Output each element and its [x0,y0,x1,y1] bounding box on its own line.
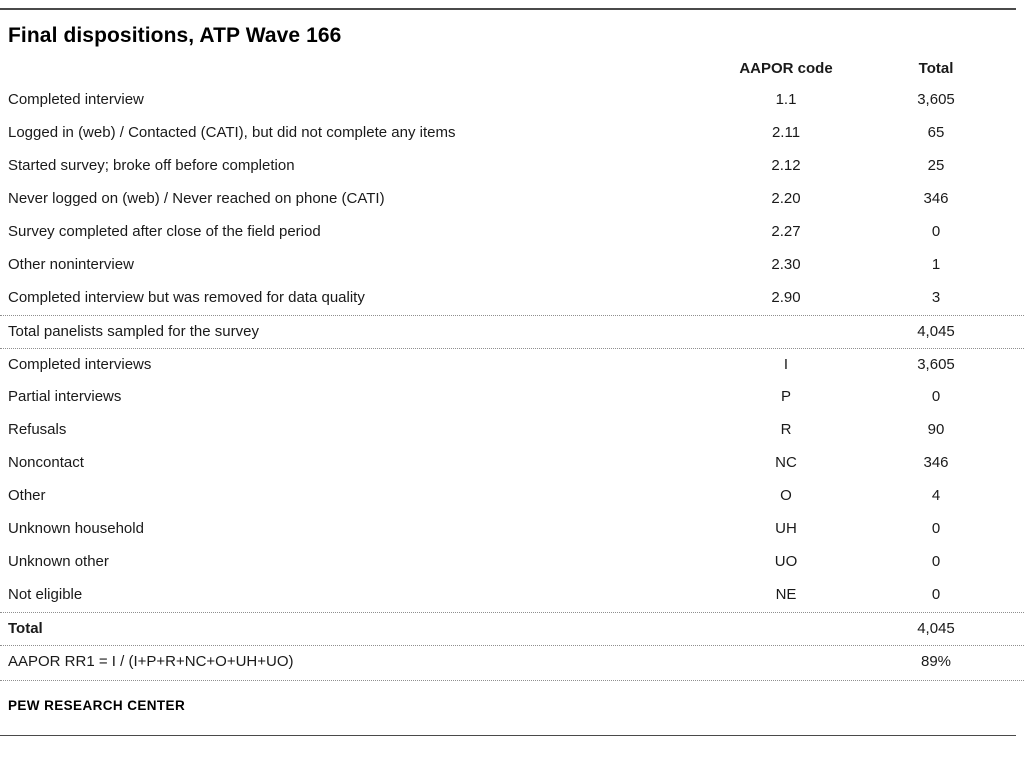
row-label: Other [8,487,46,505]
row-total-value: 65 [927,124,945,142]
row-total-value: 89% [920,652,952,670]
row-total-value: 1 [931,256,941,274]
row-label: Never logged on (web) / Never reached on… [8,190,385,208]
row-code: P [780,388,791,406]
table-header-row: AAPOR code Total [0,54,1024,84]
row-label: Completed interviews [8,355,152,373]
table-row: Other noninterview 2.30 1 [0,249,1024,282]
row-total-value: 4,045 [917,619,955,637]
row-label: Not eligible [8,586,83,604]
row-label: Refusals [8,421,67,439]
table-row: Unknown other UO 0 [0,546,1024,579]
row-code: O [780,487,792,505]
row-code: 2.30 [771,256,801,274]
row-code: 2.90 [771,289,801,307]
table-row: Started survey; broke off before complet… [0,150,1024,183]
row-total-value: 3,605 [917,355,955,373]
row-code: I [783,355,789,373]
row-code: NE [775,586,797,604]
page-title: Final dispositions, ATP Wave 166 [8,24,342,47]
row-code: NC [775,454,797,472]
row-total-value: 0 [931,388,941,406]
row-label: Total [8,619,43,637]
table-row: Refusals R 90 [0,414,1024,447]
table-row: Completed interview but was removed for … [0,282,1024,315]
table-row-grand-total: Total 4,045 [0,612,1024,645]
table-row: Unknown household UH 0 [0,513,1024,546]
row-total-value: 4 [931,487,941,505]
row-code: 1.1 [775,91,797,109]
row-code: 2.12 [771,157,801,175]
row-label: Unknown other [8,553,109,571]
table-row: Partial interviews P 0 [0,381,1024,414]
row-total-value: 3 [931,289,941,307]
row-code: UH [775,520,797,538]
row-label: Survey completed after close of the fiel… [8,223,321,241]
header-total: Total [918,59,954,77]
row-label: Logged in (web) / Contacted (CATI), but … [8,124,456,142]
row-label: AAPOR RR1 = I / (I+P+R+NC+O+UH+UO) [8,652,294,670]
row-code: 2.27 [771,223,801,241]
table-row: Survey completed after close of the fiel… [0,216,1024,249]
row-label: Started survey; broke off before complet… [8,157,295,175]
row-label: Partial interviews [8,388,122,406]
row-code: 2.20 [771,190,801,208]
row-label: Completed interview but was removed for … [8,289,365,307]
table-row-total-sampled: Total panelists sampled for the survey 4… [0,315,1024,348]
table-row: Completed interviews I 3,605 [0,348,1024,381]
row-total-value: 0 [931,553,941,571]
row-label: Total panelists sampled for the survey [8,322,259,340]
table-row: Not eligible NE 0 [0,579,1024,612]
row-label: Noncontact [8,454,84,472]
row-code: UO [774,553,798,571]
table-row: Logged in (web) / Contacted (CATI), but … [0,117,1024,150]
table-row-response-rate: AAPOR RR1 = I / (I+P+R+NC+O+UH+UO) 89% [0,645,1024,678]
row-total-value: 0 [931,586,941,604]
row-total-value: 3,605 [917,91,955,109]
report-table-page: Final dispositions, ATP Wave 166 AAPOR c… [0,8,1024,763]
header-aapor-code: AAPOR code [739,59,833,77]
source-attribution: PEW RESEARCH CENTER [8,698,186,713]
row-total-value: 90 [927,421,945,439]
row-total-value: 25 [927,157,945,175]
row-total-value: 346 [923,454,949,472]
row-code: R [780,421,792,439]
row-label: Unknown household [8,520,144,538]
table-row: Other O 4 [0,480,1024,513]
row-total-value: 4,045 [917,322,955,340]
table-row: Noncontact NC 346 [0,447,1024,480]
row-label: Completed interview [8,91,144,109]
footer-divider [0,680,1024,681]
row-total-value: 0 [931,520,941,538]
row-total-value: 0 [931,223,941,241]
bottom-rule [0,735,1016,736]
row-code: 2.11 [771,124,801,142]
table-row: Completed interview 1.1 3,605 [0,84,1024,117]
row-total-value: 346 [923,190,949,208]
row-label: Other noninterview [8,256,134,274]
top-rule [0,8,1016,10]
table-row: Never logged on (web) / Never reached on… [0,183,1024,216]
